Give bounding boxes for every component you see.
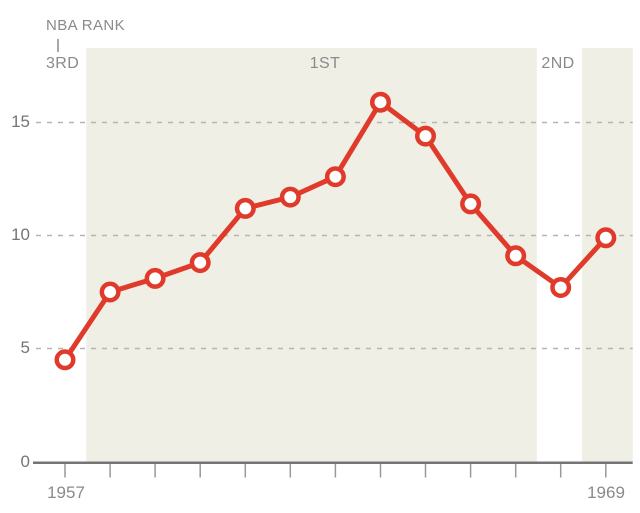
data-point — [460, 193, 482, 215]
data-point — [189, 252, 211, 274]
data-point — [505, 245, 527, 267]
band-label-3rd: 3RD — [46, 55, 80, 72]
data-point — [324, 166, 346, 188]
data-point — [99, 281, 121, 303]
rank-band — [86, 48, 537, 462]
data-point — [415, 125, 436, 147]
data-point — [595, 227, 617, 249]
y-tick-label-0: 0 — [20, 452, 30, 471]
data-point — [144, 267, 166, 289]
y-tick-label-5: 5 — [20, 338, 30, 357]
x-tick-label-1957: 1957 — [47, 483, 85, 502]
axis-title: NBA RANK — [46, 17, 126, 34]
y-tick-label-10: 10 — [11, 225, 30, 244]
data-point — [54, 349, 76, 371]
data-point — [234, 197, 256, 219]
data-point — [279, 186, 301, 208]
x-tick-label-1969: 1969 — [587, 483, 625, 502]
y-tick-label-15: 15 — [11, 112, 30, 131]
data-point — [550, 277, 572, 298]
band-label-2nd: 2ND — [541, 55, 575, 72]
band-label-1st: 1ST — [309, 55, 341, 72]
data-point — [370, 91, 391, 113]
